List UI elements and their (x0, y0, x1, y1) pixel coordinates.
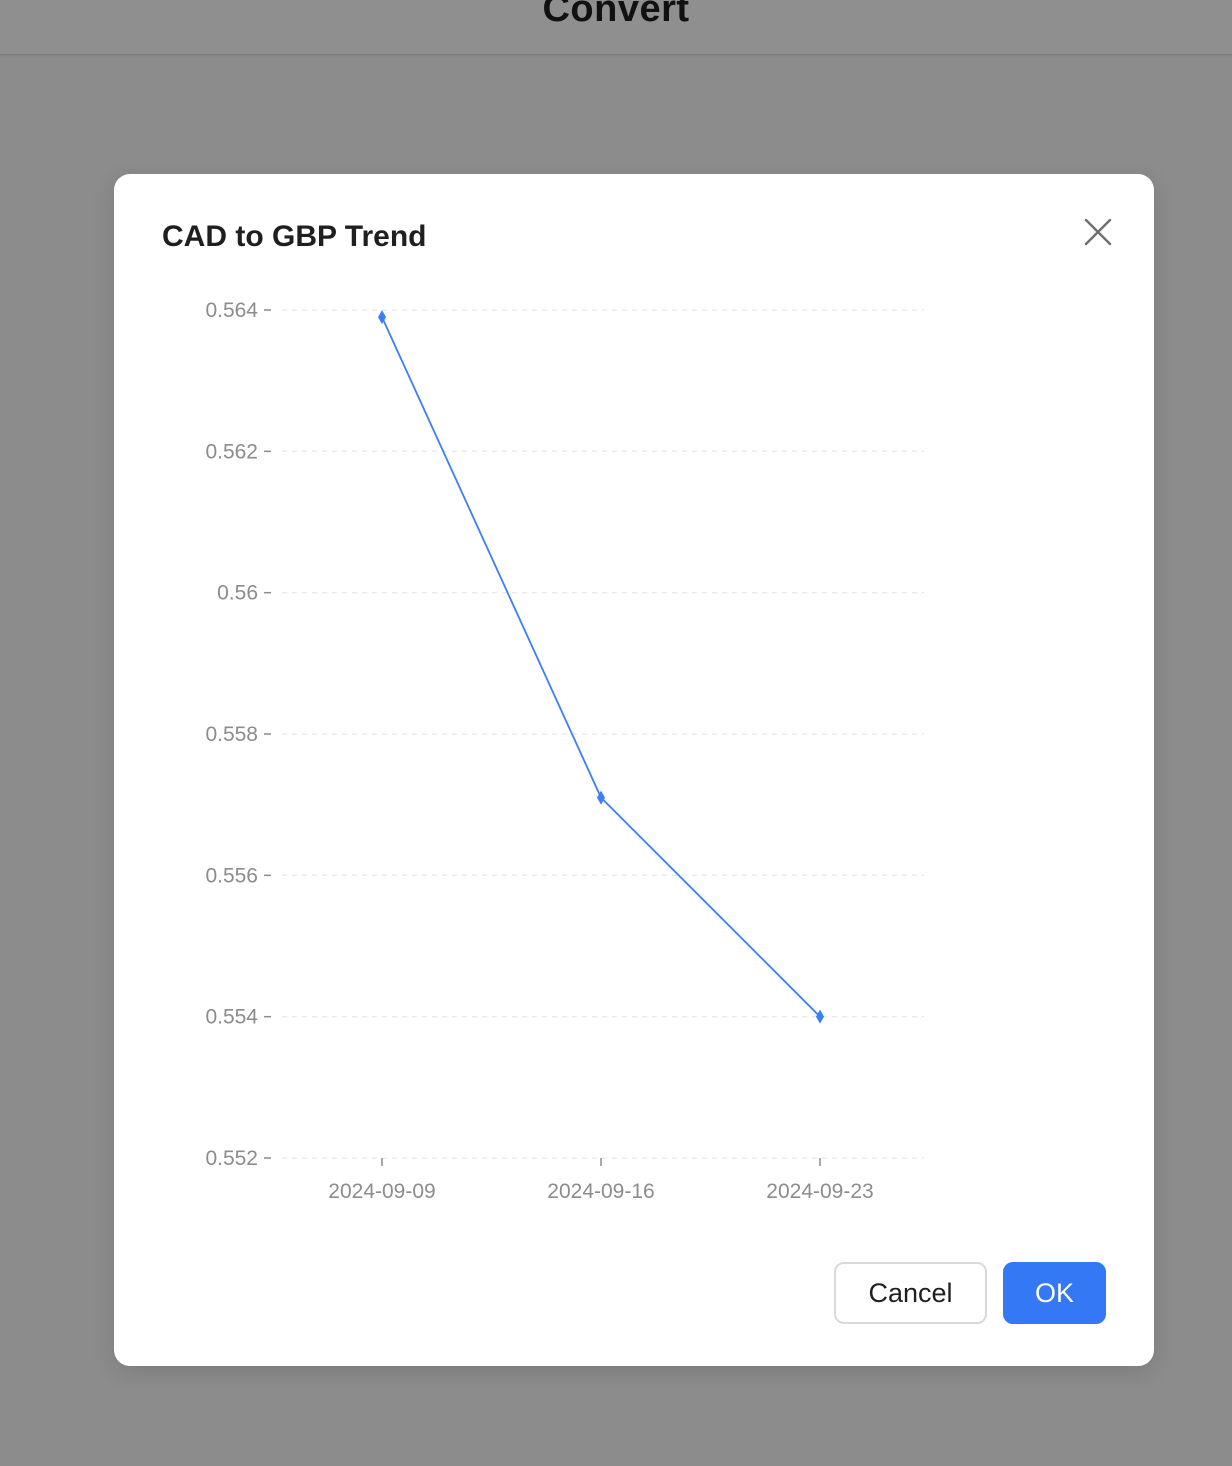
app-header: Convert (0, 0, 1232, 55)
y-tick-label: 0.556 (205, 864, 258, 887)
x-tick-label: 2024-09-23 (766, 1180, 873, 1203)
series-line (381, 316, 821, 1018)
y-tick-label: 0.554 (205, 1006, 258, 1029)
y-tick-label: 0.564 (205, 299, 258, 322)
close-button[interactable] (1076, 210, 1120, 254)
y-tick-label: 0.562 (205, 440, 258, 463)
trend-chart: 0.564 0.562 0.56 0.558 0.556 0.554 0.552 2024-0… (205, 299, 924, 1203)
y-tick-label: 0.552 (205, 1147, 258, 1170)
ok-button[interactable]: OK (1003, 1262, 1106, 1324)
y-tick-label: 0.56 (217, 582, 258, 605)
cancel-button[interactable]: Cancel (834, 1262, 987, 1324)
data-point (816, 1009, 824, 1024)
x-tick-label: 2024-09-09 (328, 1180, 435, 1203)
x-tick-label: 2024-09-16 (547, 1180, 654, 1203)
app-title: Convert (542, 0, 690, 30)
modal-title: CAD to GBP Trend (162, 220, 427, 253)
data-point (597, 790, 605, 805)
data-point (378, 310, 386, 325)
trend-modal: CAD to GBP Trend 0.564 0.562 0.56 0.558 0.55… (114, 174, 1154, 1366)
close-icon (1084, 218, 1112, 246)
y-tick-label: 0.558 (205, 723, 258, 746)
